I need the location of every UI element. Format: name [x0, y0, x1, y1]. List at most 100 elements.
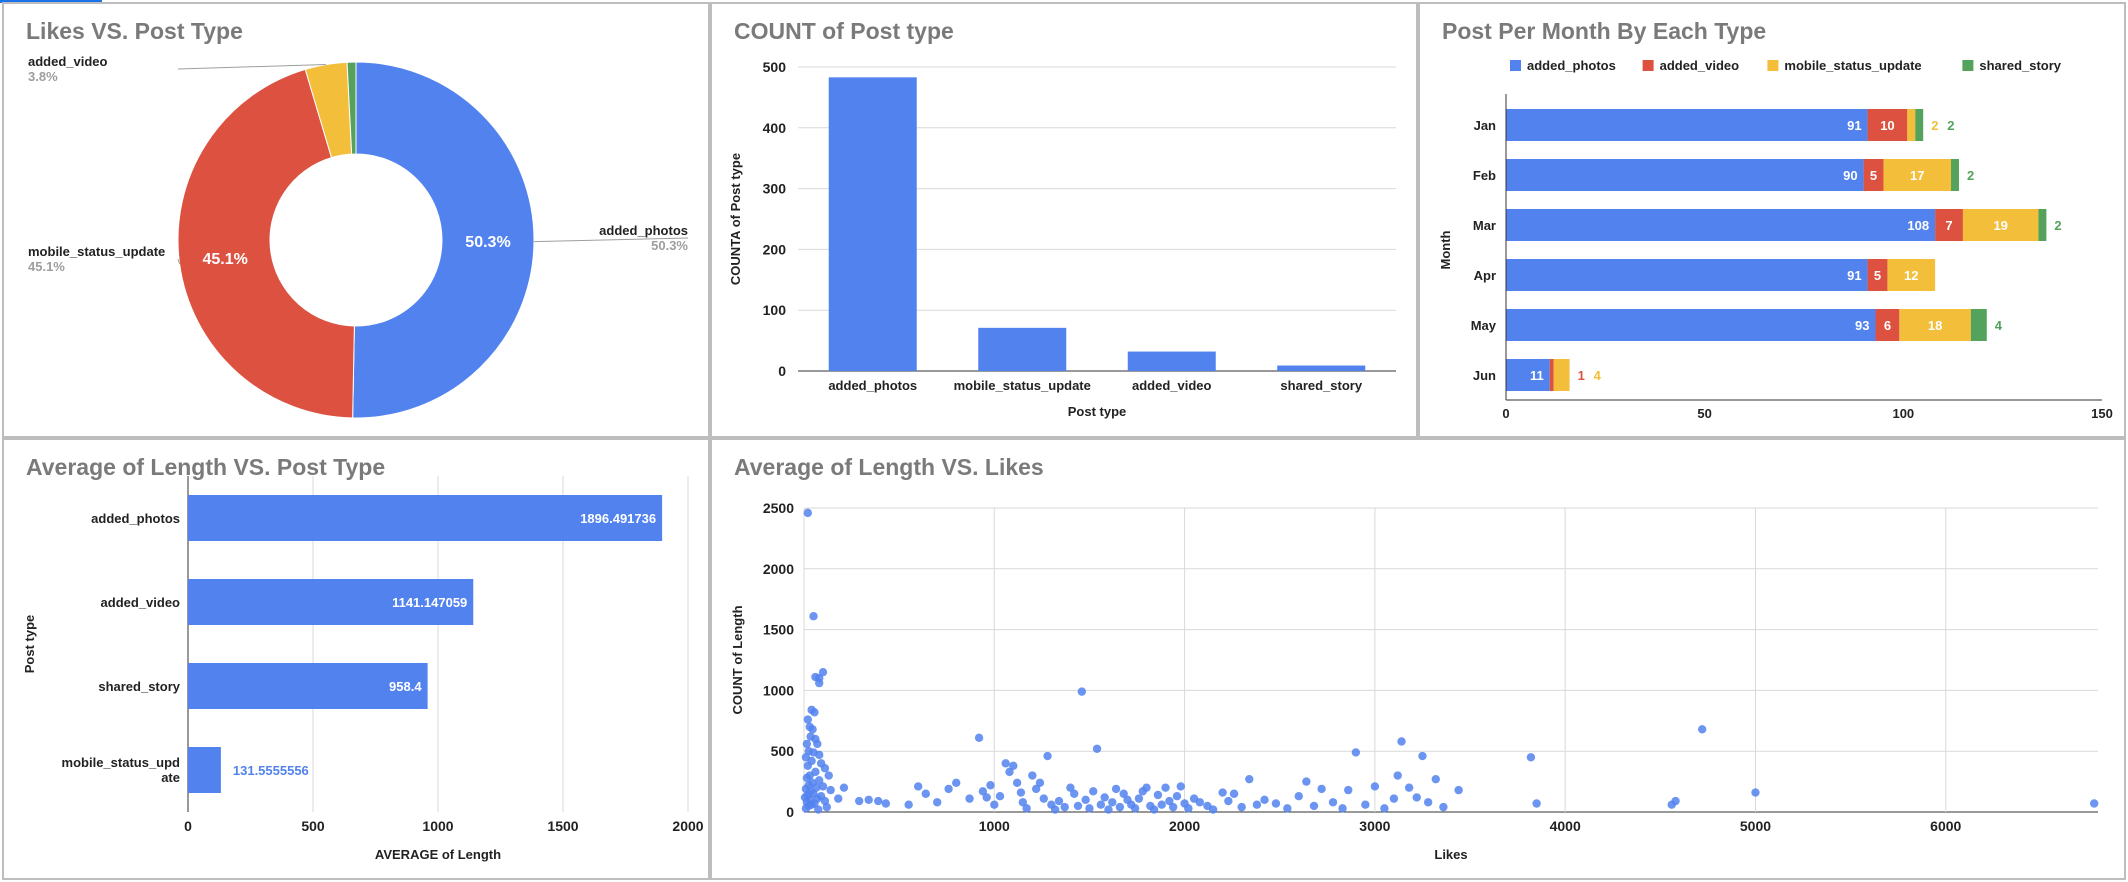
x-tick-label: shared_story [1280, 378, 1362, 393]
stacked-bar-segment [1899, 309, 1971, 341]
scatter-point [809, 612, 818, 621]
scatter-point [1260, 795, 1269, 805]
callout-percent: 50.3% [651, 238, 688, 253]
scatter-point [1184, 804, 1193, 813]
panel-count-of-post-type: COUNT of Post type 0 100 200 300 400 500 added… [710, 2, 1418, 438]
scatter-point [1283, 804, 1292, 813]
scatter-point [1073, 801, 1083, 811]
y-tick-label: shared_story [98, 679, 180, 694]
scatter-point [874, 796, 883, 806]
stacked-bar-segment [1506, 109, 1868, 141]
stacked-bar-segment [1875, 309, 1900, 341]
scatter-point [965, 794, 974, 803]
callout-line [177, 64, 326, 70]
panel-avg-length-vs-likes: Average of Length VS. Likes 0 500 1000 1500… [710, 438, 2126, 880]
y-tick-label: Feb [1473, 168, 1496, 183]
y-tick-label: 100 [763, 302, 787, 318]
callout-label: added_video [28, 54, 108, 69]
scatter-point [802, 739, 812, 749]
scatter-point [1172, 791, 1182, 801]
x-tick-label: 500 [301, 818, 325, 834]
x-axis-title: AVERAGE of Length [375, 847, 501, 862]
x-tick-label: 100 [1892, 406, 1914, 421]
scatter-point [803, 761, 813, 770]
bar [978, 327, 1067, 371]
y-tick-label: 0 [778, 363, 786, 379]
donut-chart: 50.3%45.1%added_photos50.3%mobile_status… [28, 54, 688, 419]
scatter-point [818, 782, 828, 791]
scatter-point [1142, 783, 1151, 792]
y-tick-label: Jun [1473, 368, 1496, 383]
scatter-point [1077, 687, 1087, 696]
x-tick-label: 150 [2091, 406, 2113, 421]
scatter-point [1229, 789, 1239, 798]
chart-title: Post Per Month By Each Type [1442, 18, 1767, 44]
scatter-point [1208, 805, 1218, 814]
scatter-point [944, 784, 953, 794]
y-tick-label: May [1471, 318, 1497, 333]
scatter-point [813, 739, 822, 749]
scatter-point [1252, 800, 1262, 809]
scatter-point [834, 794, 843, 803]
x-tick-label: 2000 [1169, 818, 1200, 834]
stacked-bar-segment [1915, 109, 1924, 141]
stacked-bar-segment [1867, 109, 1908, 141]
stacked-bar-segment [1549, 359, 1554, 391]
scatter-point [1418, 751, 1427, 761]
bar-value-label: 131.5555556 [233, 763, 309, 778]
scatter-point [1370, 782, 1380, 791]
y-tick-label: 300 [763, 181, 787, 197]
legend-label: shared_story [1979, 58, 2061, 73]
chart-title: Likes VS. Post Type [26, 18, 243, 44]
x-tick-label: 4000 [1550, 818, 1581, 834]
scatter-point [1115, 802, 1125, 812]
scatter-point [1309, 801, 1319, 811]
scatter-point [1294, 791, 1303, 801]
segment-label: 5 [1870, 168, 1877, 183]
y-tick-label: Apr [1474, 268, 1496, 283]
callout-label: added_photos [599, 223, 688, 238]
scatter-point [1130, 804, 1140, 813]
stacked-bar-segment [1970, 309, 1987, 341]
bar [1277, 365, 1366, 371]
segment-label: 1 [1578, 368, 1585, 383]
x-tick-label: 0 [1502, 406, 1509, 421]
stacked-bar-segment [1506, 159, 1864, 191]
scatter-point [1009, 761, 1018, 770]
y-axis-title: COUNTA of Post type [728, 153, 743, 285]
stacked-bar-segment [1962, 209, 2039, 241]
scatter-point [1085, 804, 1094, 813]
scatter-point [1361, 800, 1370, 809]
segment-label: 12 [1904, 268, 1918, 283]
scatter-point [1028, 771, 1037, 780]
scatter-point [1317, 784, 1326, 794]
scatter-point [952, 778, 961, 788]
top-accent-bar [0, 0, 102, 3]
segment-label: 2 [1931, 118, 1938, 133]
y-tick-label: 500 [763, 59, 787, 75]
scatter-point [1271, 799, 1281, 808]
x-tick-label: 1000 [422, 818, 453, 834]
y-axis-title: COUNT of Length [730, 605, 745, 714]
scatter-point [1001, 759, 1010, 768]
segment-label: 91 [1847, 268, 1861, 283]
x-tick-label: 1000 [979, 818, 1010, 834]
scatter-point [810, 708, 819, 717]
x-tick-label: 50 [1697, 406, 1711, 421]
scatter-point [1096, 800, 1106, 809]
scatter-point [1070, 789, 1079, 798]
stacked-bar-segment [1863, 159, 1884, 191]
y-tick-label: added_photos [91, 511, 180, 526]
scatter-point [1195, 798, 1205, 807]
scatter-point [822, 802, 832, 812]
scatter-point [1237, 802, 1246, 812]
segment-label: 93 [1855, 318, 1869, 333]
scatter-point [1397, 737, 1406, 746]
scatter-point [1302, 777, 1311, 786]
panel-avg-length-vs-post-type: Average of Length VS. Post Type 0 500 1000… [2, 438, 710, 880]
chart-title: Average of Length VS. Likes [734, 454, 1044, 480]
count-bar-chart: 0 100 200 300 400 500 added_photos mobile_statu… [728, 59, 1396, 419]
segment-label: 5 [1874, 268, 1881, 283]
segment-label: 4 [1594, 368, 1602, 383]
y-tick-label: 2000 [763, 561, 794, 577]
